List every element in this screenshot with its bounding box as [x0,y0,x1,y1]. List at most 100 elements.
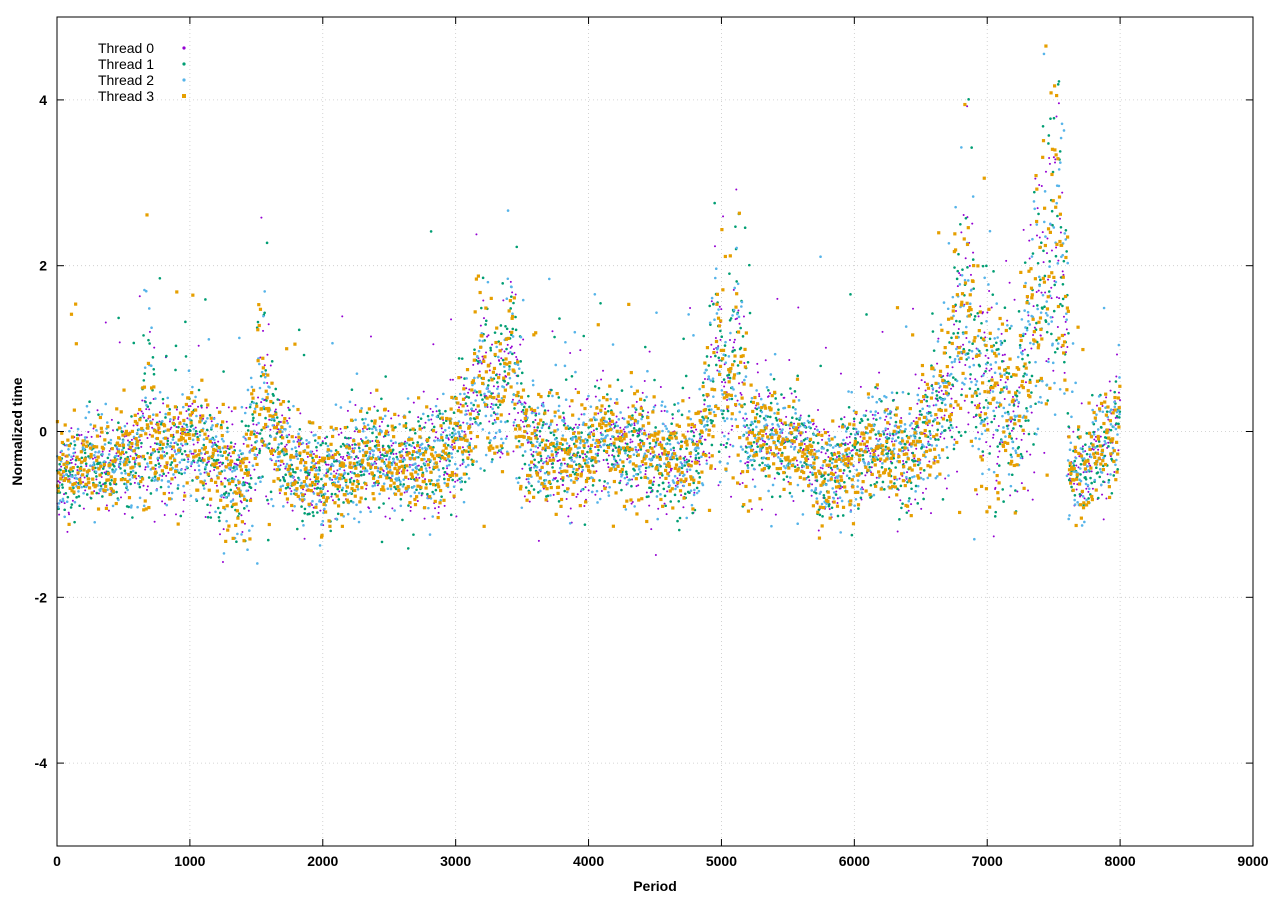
data-point [534,419,536,421]
data-point [1042,125,1045,128]
data-point [410,510,412,512]
data-point [468,396,471,399]
data-point [1004,398,1006,400]
data-point [89,423,92,426]
data-point [703,372,706,375]
data-point [747,461,749,463]
data-point [692,334,695,337]
data-point [251,386,254,389]
data-point [925,400,928,403]
data-point [387,410,389,412]
data-point [459,481,462,484]
data-point [585,455,588,458]
data-point [980,411,982,413]
data-point [109,442,112,445]
data-point [266,382,268,384]
data-point [320,478,323,481]
data-point [95,470,98,473]
data-point [405,422,408,425]
data-point [242,436,245,439]
data-point [724,381,726,383]
data-point [815,426,817,428]
data-point [103,460,106,463]
data-point [633,427,636,430]
data-point [1017,406,1019,408]
data-point [347,473,350,476]
data-point [1056,296,1058,298]
data-point [908,510,910,512]
data-point [263,382,266,385]
data-point [418,465,420,467]
data-point [1115,380,1118,383]
data-point [377,470,380,473]
data-point [144,469,146,471]
data-point [418,492,421,495]
data-point [509,377,512,380]
data-point [617,454,620,457]
data-point [117,421,120,424]
data-point [622,465,625,468]
data-point [759,415,762,418]
data-point [957,253,960,256]
data-point [584,453,586,455]
data-point [838,455,841,458]
data-point [549,423,552,426]
data-point [97,413,100,416]
data-point [822,467,824,469]
data-point [353,517,356,520]
data-point [614,422,617,425]
data-point [756,413,759,416]
data-point [753,441,756,444]
data-point [649,351,651,353]
data-point [319,487,322,490]
data-point [291,468,294,471]
data-point [85,465,87,467]
data-point [1039,236,1041,238]
data-point [1036,304,1039,307]
data-point [354,443,357,446]
data-point [502,453,504,455]
data-point [987,423,989,425]
data-point [990,421,993,424]
data-point [309,478,311,480]
data-point [120,496,122,498]
data-point [571,428,574,431]
data-point [387,434,390,437]
data-point [1013,404,1016,407]
data-point [354,419,357,422]
data-point [794,465,797,468]
data-point [409,464,411,466]
data-point [404,458,407,461]
data-point [461,357,464,360]
data-point [497,356,500,359]
data-point [575,437,578,440]
data-point [176,409,178,411]
data-point [699,463,701,465]
data-point [493,411,496,414]
data-point [655,444,658,447]
data-point [679,448,682,451]
data-point [554,364,557,367]
data-point [1116,415,1119,418]
data-point [227,454,230,457]
data-point [388,446,391,449]
data-point [151,477,154,480]
data-point [496,387,499,390]
data-point [563,490,566,493]
data-point [1066,346,1068,348]
data-point [338,498,341,501]
data-point [390,439,393,442]
data-point [594,446,596,448]
data-point [823,494,826,497]
data-point [423,458,426,461]
data-point [1055,246,1057,248]
data-point [951,398,953,400]
data-point [267,393,270,396]
data-point [450,452,453,455]
data-point [406,469,408,471]
data-point [284,473,287,476]
data-point [1021,358,1024,361]
data-point [456,467,459,470]
data-point [691,460,693,462]
data-point [174,369,177,372]
